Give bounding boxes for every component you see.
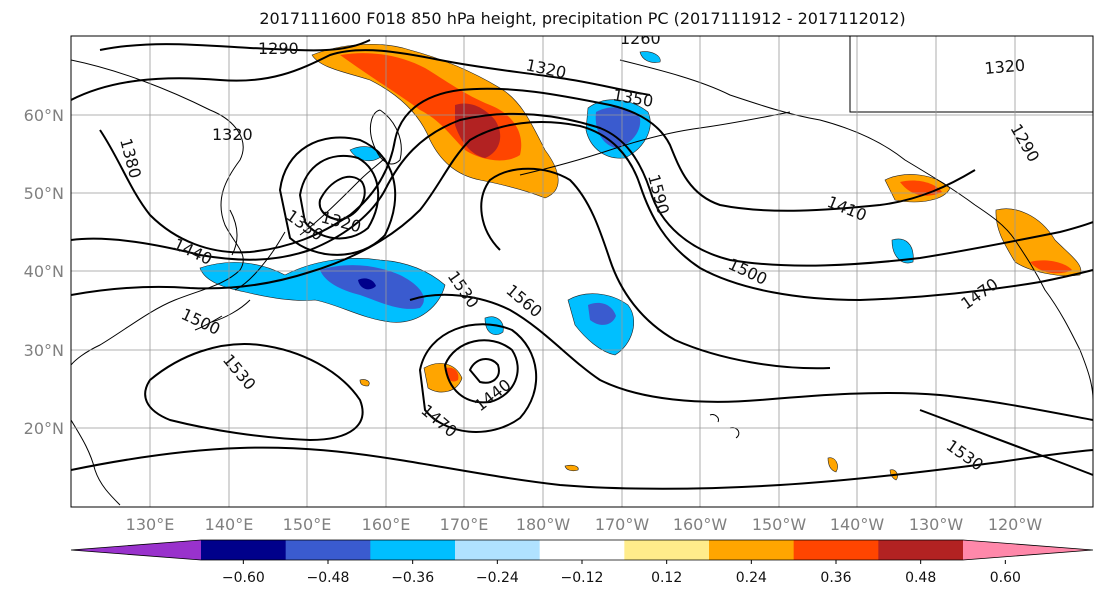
latitude-labels: 60°N 50°N 40°N 30°N 20°N bbox=[24, 106, 64, 438]
lon-label: 130°W bbox=[909, 515, 964, 534]
colorbar-tick-label: −0.60 bbox=[222, 570, 265, 586]
lat-label: 60°N bbox=[24, 106, 64, 125]
colorbar-outline bbox=[70, 539, 1094, 561]
colorbar-extend-max bbox=[963, 540, 1093, 560]
contour-line bbox=[919, 409, 1093, 476]
coastline-asia bbox=[71, 59, 244, 366]
precip-anomaly-positive bbox=[564, 464, 579, 472]
colorbar: −0.60 −0.48 −0.36 −0.24 −0.12 0.12 0.24 0.36 0.4… bbox=[70, 539, 1094, 586]
colorbar-segment bbox=[455, 540, 541, 560]
colorbar-tick-label: 0.48 bbox=[905, 570, 936, 586]
precip-anomaly-positive bbox=[359, 379, 370, 387]
contour-label: 1290 bbox=[258, 39, 299, 58]
colorbar-segment bbox=[285, 540, 371, 560]
lon-label: 170°W bbox=[595, 515, 650, 534]
longitude-labels: 130°E 140°E 150°E 160°E 170°E 180°W 170°… bbox=[126, 515, 1043, 534]
map-title: 2017111600 F018 850 hPa height, precipit… bbox=[259, 9, 906, 28]
coastline-canada-box bbox=[849, 36, 1093, 113]
colorbar-segment bbox=[793, 540, 879, 560]
lon-label: 150°W bbox=[752, 515, 807, 534]
colorbar-tick-label: −0.24 bbox=[476, 570, 519, 586]
colorbar-segment bbox=[370, 540, 456, 560]
precip-anomaly-strong bbox=[1030, 260, 1072, 274]
colorbar-segment bbox=[709, 540, 795, 560]
lat-label: 40°N bbox=[24, 262, 64, 281]
lon-label: 140°W bbox=[830, 515, 885, 534]
precip-anomaly-negative-max bbox=[358, 278, 376, 290]
map-frame bbox=[70, 35, 1094, 508]
contour-line bbox=[71, 446, 1093, 490]
contour-line bbox=[71, 121, 1093, 302]
colorbar-tick-label: 0.12 bbox=[651, 570, 682, 586]
colorbar-tick-label: −0.48 bbox=[307, 570, 350, 586]
contour-line bbox=[99, 87, 976, 254]
contour-line bbox=[298, 154, 380, 240]
colorbar-segment bbox=[878, 540, 964, 560]
lon-label: 150°E bbox=[283, 515, 332, 534]
lon-label: 160°W bbox=[673, 515, 728, 534]
coastline-northamerica bbox=[974, 204, 1093, 401]
lat-label: 50°N bbox=[24, 184, 64, 203]
precip-anomaly-negative bbox=[891, 238, 914, 264]
coastline-aleutians bbox=[519, 111, 791, 176]
colorbar-segment bbox=[201, 540, 287, 560]
precip-anomaly-positive bbox=[827, 457, 838, 473]
lon-label: 180°W bbox=[516, 515, 571, 534]
colorbar-extend-min bbox=[71, 540, 201, 560]
colorbar-tick-label: 0.36 bbox=[820, 570, 851, 586]
colorbar-segment bbox=[624, 540, 710, 560]
lon-label: 160°E bbox=[362, 515, 411, 534]
lon-label: 130°E bbox=[126, 515, 175, 534]
lat-label: 20°N bbox=[24, 419, 64, 438]
contour-line bbox=[318, 175, 366, 222]
colorbar-tick-label: 0.60 bbox=[990, 570, 1021, 586]
contour-line bbox=[144, 343, 364, 442]
coastline-alaska bbox=[619, 59, 976, 206]
contour-line bbox=[71, 112, 1093, 267]
lon-label: 170°E bbox=[440, 515, 489, 534]
contour-label: 1260 bbox=[620, 29, 661, 48]
lat-label: 30°N bbox=[24, 341, 64, 360]
contour-label: 1320 bbox=[984, 56, 1026, 78]
contour-label: 1320 bbox=[212, 125, 253, 144]
contour-line bbox=[443, 339, 519, 404]
precip-anomaly-negative-core bbox=[588, 302, 616, 325]
graticule bbox=[71, 36, 1093, 507]
lon-label: 140°E bbox=[205, 515, 254, 534]
coastline-japan bbox=[194, 231, 286, 331]
colorbar-segment bbox=[539, 540, 625, 560]
precip-anomaly-negative bbox=[639, 51, 661, 63]
coastline-korea bbox=[229, 209, 238, 256]
contour-line bbox=[480, 167, 831, 370]
coastline-philippines bbox=[71, 419, 121, 506]
contour-line bbox=[278, 136, 397, 256]
precip-anomaly-positive bbox=[995, 208, 1082, 277]
contour-line bbox=[409, 293, 1093, 421]
contour-line bbox=[468, 358, 500, 384]
contour-line bbox=[71, 49, 651, 101]
contour-line bbox=[99, 39, 371, 52]
colorbar-tick-label: −0.12 bbox=[561, 570, 604, 586]
colorbar-tick-label: −0.36 bbox=[391, 570, 434, 586]
colorbar-tick-label: 0.24 bbox=[736, 570, 767, 586]
lon-label: 120°W bbox=[988, 515, 1043, 534]
height-contours bbox=[71, 39, 1093, 490]
contour-line bbox=[418, 323, 538, 433]
